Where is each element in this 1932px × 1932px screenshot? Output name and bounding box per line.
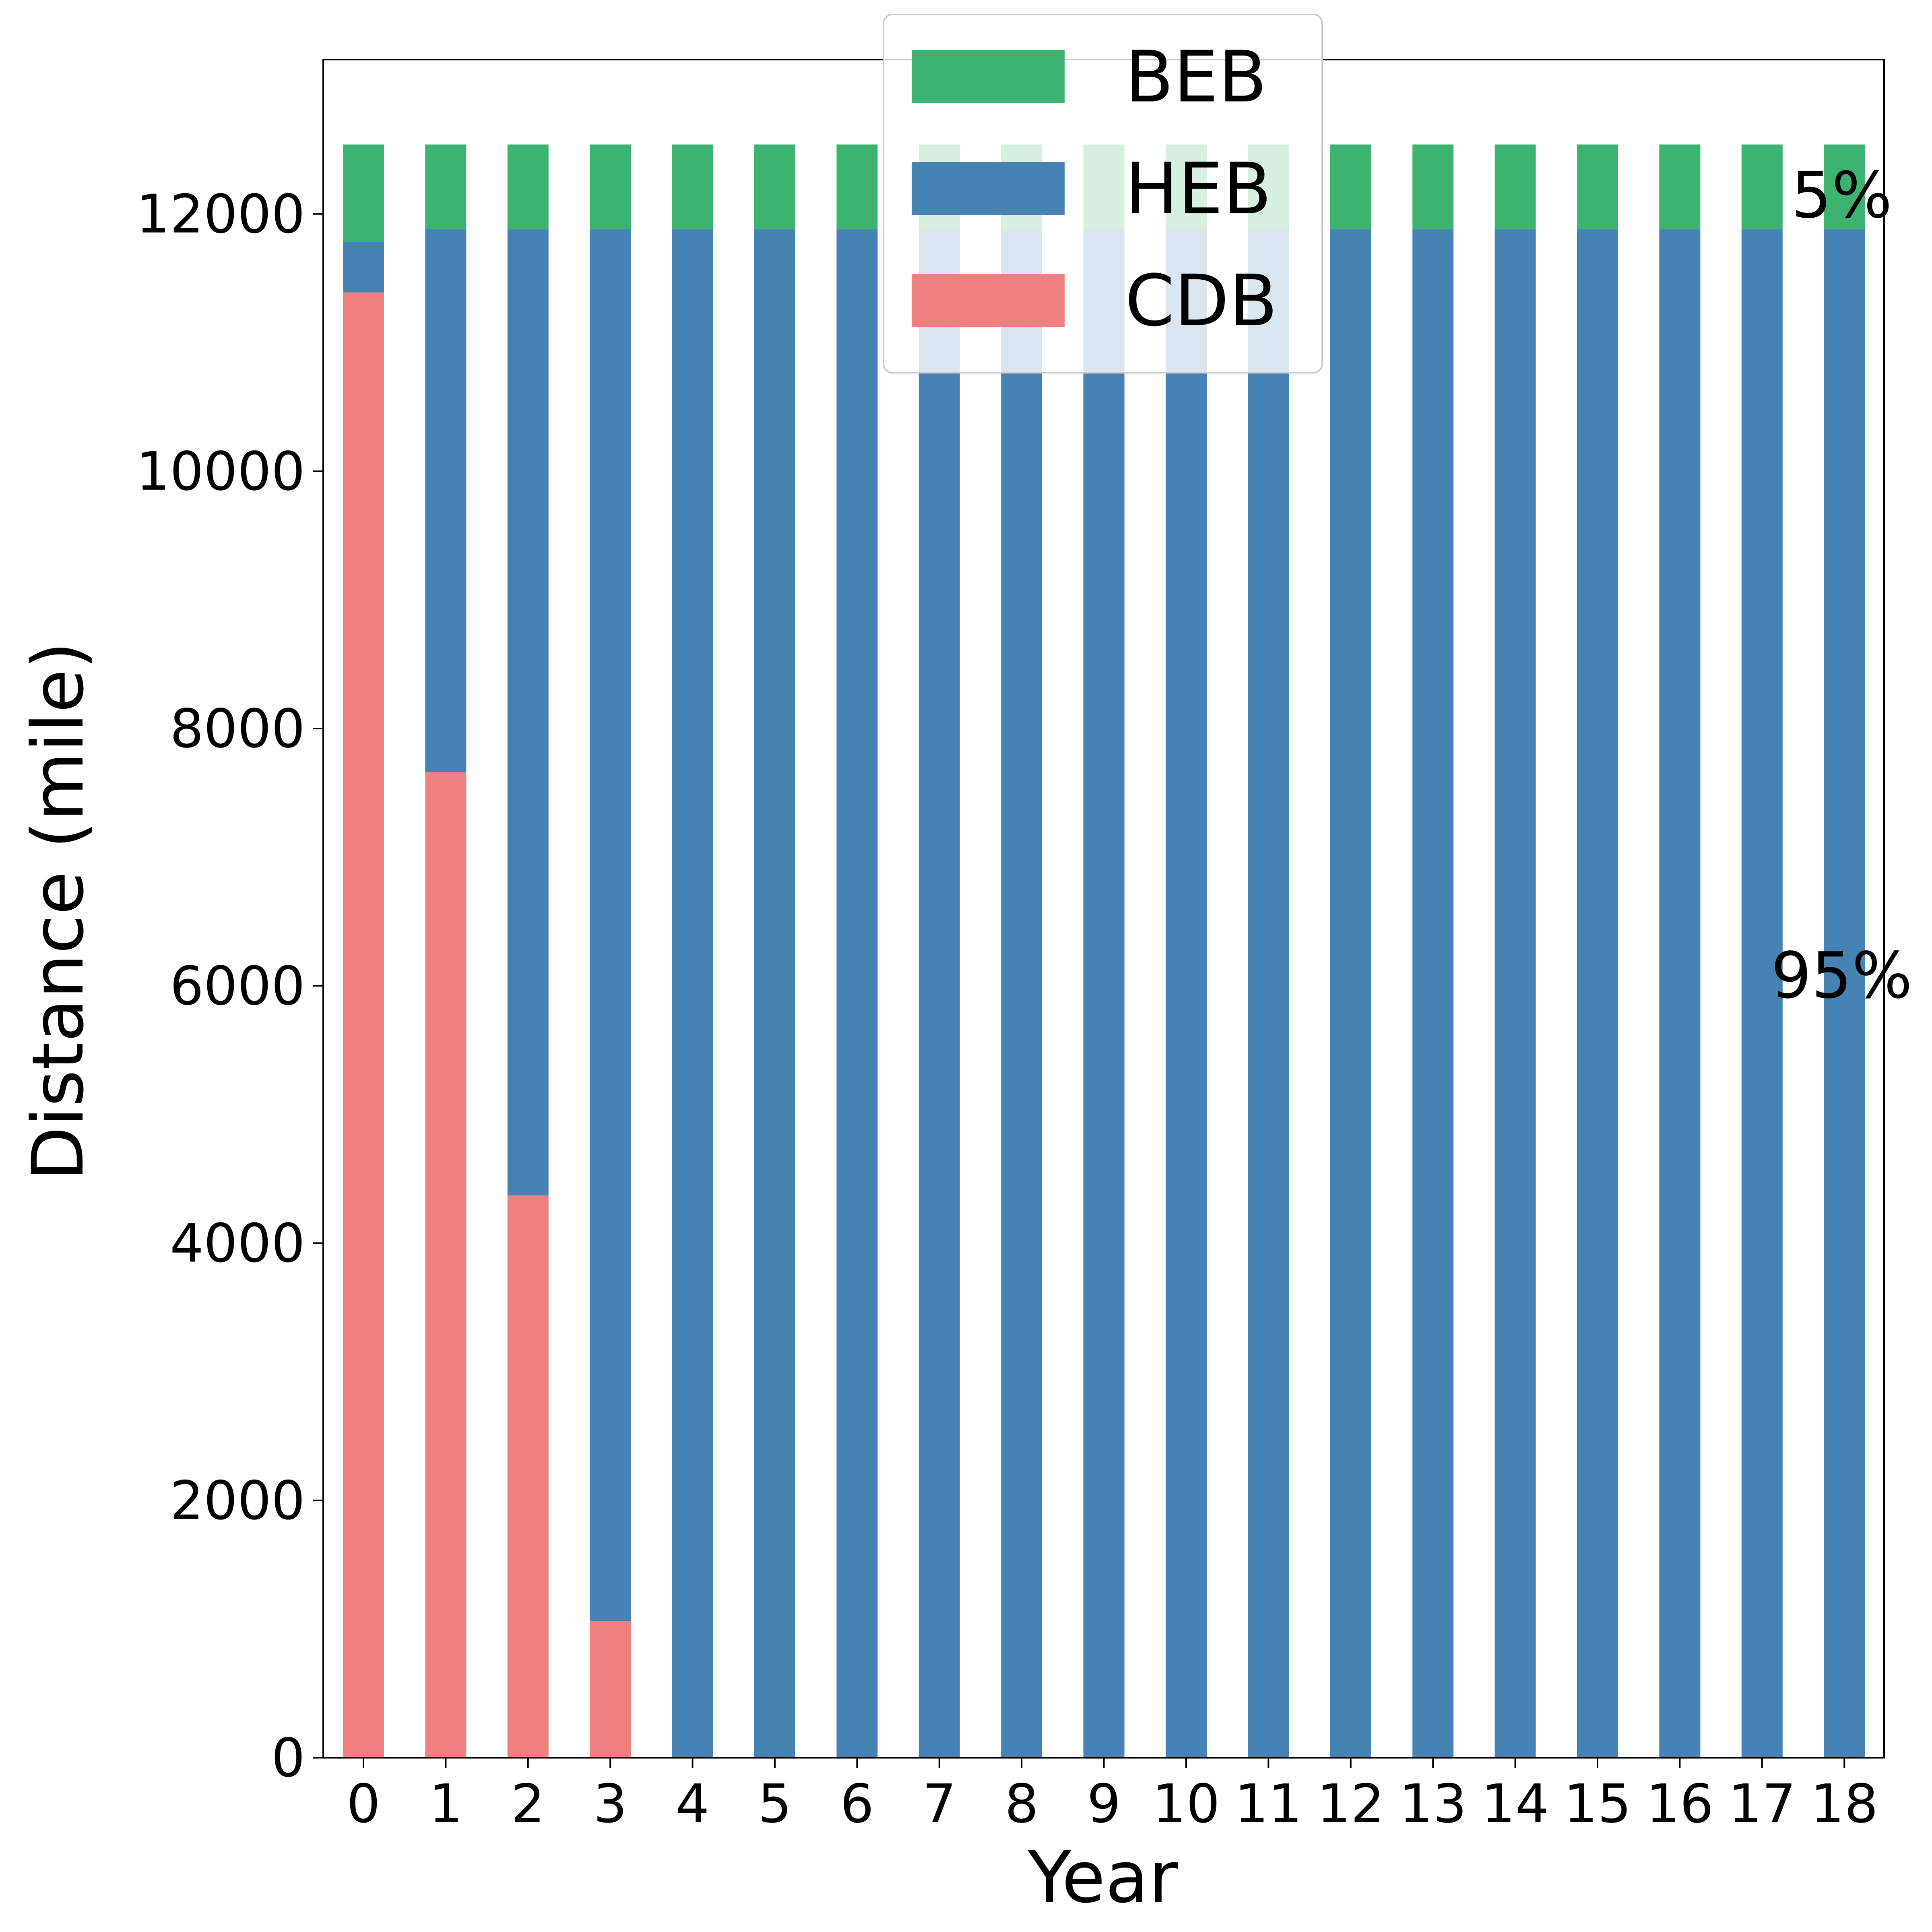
bar-heb-year-17	[1741, 229, 1783, 1758]
bar-heb-year-16	[1659, 229, 1701, 1758]
x-tick-label: 17	[1728, 1773, 1796, 1835]
bar-cdb-year-1	[425, 772, 466, 1758]
legend-swatch-heb	[912, 162, 1065, 215]
x-tick-label: 9	[1087, 1773, 1121, 1835]
bar-heb-year-10	[1166, 229, 1207, 1758]
annotation-beb: 5%	[1791, 159, 1892, 233]
bar-beb-year-16	[1659, 144, 1701, 229]
x-axis-title: Year	[1028, 1836, 1178, 1919]
bar-heb-year-11	[1248, 229, 1289, 1758]
x-tick-label: 3	[593, 1773, 627, 1835]
x-tick-label: 2	[511, 1773, 545, 1835]
legend-label-heb: HEB	[1125, 148, 1271, 230]
x-tick-label: 12	[1317, 1773, 1385, 1835]
bar-beb-year-2	[507, 144, 549, 229]
x-tick-label: 15	[1564, 1773, 1631, 1835]
bar-heb-year-5	[754, 229, 795, 1758]
bar-cdb-year-3	[590, 1621, 631, 1758]
legend-swatch-cdb	[912, 274, 1065, 327]
x-tick-label: 13	[1399, 1773, 1467, 1835]
legend-swatch-beb	[912, 50, 1065, 103]
x-tick-label: 11	[1234, 1773, 1302, 1835]
legend-label-cdb: CDB	[1125, 260, 1278, 342]
bar-heb-year-4	[672, 229, 713, 1758]
y-tick-label: 4000	[170, 1213, 305, 1275]
annotations-group: 5% 95%	[1771, 159, 1912, 1013]
bar-cdb-year-2	[507, 1195, 549, 1758]
x-tick-label: 18	[1810, 1773, 1878, 1835]
x-tick-label: 14	[1482, 1773, 1549, 1835]
bar-heb-year-15	[1577, 229, 1618, 1758]
bar-beb-year-5	[754, 144, 795, 229]
bars-group	[343, 144, 1865, 1758]
bar-beb-year-13	[1412, 144, 1454, 229]
legend: BEB HEB CDB	[883, 14, 1323, 374]
bar-beb-year-3	[590, 144, 631, 229]
bar-beb-year-15	[1577, 144, 1618, 229]
x-tick-label: 7	[923, 1773, 956, 1835]
bar-heb-year-6	[836, 229, 878, 1758]
bar-beb-year-12	[1330, 144, 1371, 229]
y-tick-label: 0	[271, 1727, 305, 1789]
bar-heb-year-7	[919, 229, 960, 1758]
bar-beb-year-6	[836, 144, 878, 229]
y-tick-label: 12000	[136, 184, 305, 246]
bar-heb-year-8	[1001, 229, 1042, 1758]
bar-heb-year-3	[590, 229, 631, 1622]
x-tick-label: 16	[1646, 1773, 1713, 1835]
x-tick-label: 6	[840, 1773, 874, 1835]
x-tick-label: 10	[1152, 1773, 1220, 1835]
bar-beb-year-14	[1494, 144, 1536, 229]
bar-beb-year-18	[1824, 144, 1865, 229]
bar-beb-year-0	[343, 144, 384, 242]
x-tick-label: 1	[429, 1773, 462, 1835]
legend-label-beb: BEB	[1125, 36, 1267, 118]
bar-heb-year-13	[1412, 229, 1454, 1758]
bar-heb-year-9	[1083, 229, 1125, 1758]
bar-beb-year-1	[425, 144, 466, 229]
y-tick-label: 6000	[170, 955, 305, 1017]
x-tick-label: 8	[1005, 1773, 1038, 1835]
y-tick-label: 10000	[136, 441, 305, 503]
bar-heb-year-18	[1824, 229, 1865, 1758]
x-tick-label: 5	[758, 1773, 792, 1835]
x-axis-ticks: 0 1 2 3 4 5 6 7 8 9 10 11 12 13 14 15 16 17 18	[347, 1758, 1878, 1835]
bar-heb-year-12	[1330, 229, 1371, 1758]
x-tick-label: 0	[347, 1773, 380, 1835]
bar-heb-year-2	[507, 229, 549, 1196]
bar-cdb-year-0	[343, 292, 384, 1758]
bar-heb-year-1	[425, 229, 466, 772]
y-axis-ticks: 0 2000 4000 6000 8000 10000 12000	[136, 184, 323, 1789]
x-tick-label: 4	[676, 1773, 710, 1835]
y-axis-title: Distance (mile)	[17, 642, 99, 1181]
bar-beb-year-17	[1741, 144, 1783, 229]
y-tick-label: 8000	[170, 698, 305, 760]
annotation-heb: 95%	[1771, 939, 1912, 1013]
y-tick-label: 2000	[170, 1470, 305, 1532]
bar-heb-year-0	[343, 242, 384, 293]
bar-heb-year-14	[1494, 229, 1536, 1758]
bar-beb-year-4	[672, 144, 713, 229]
